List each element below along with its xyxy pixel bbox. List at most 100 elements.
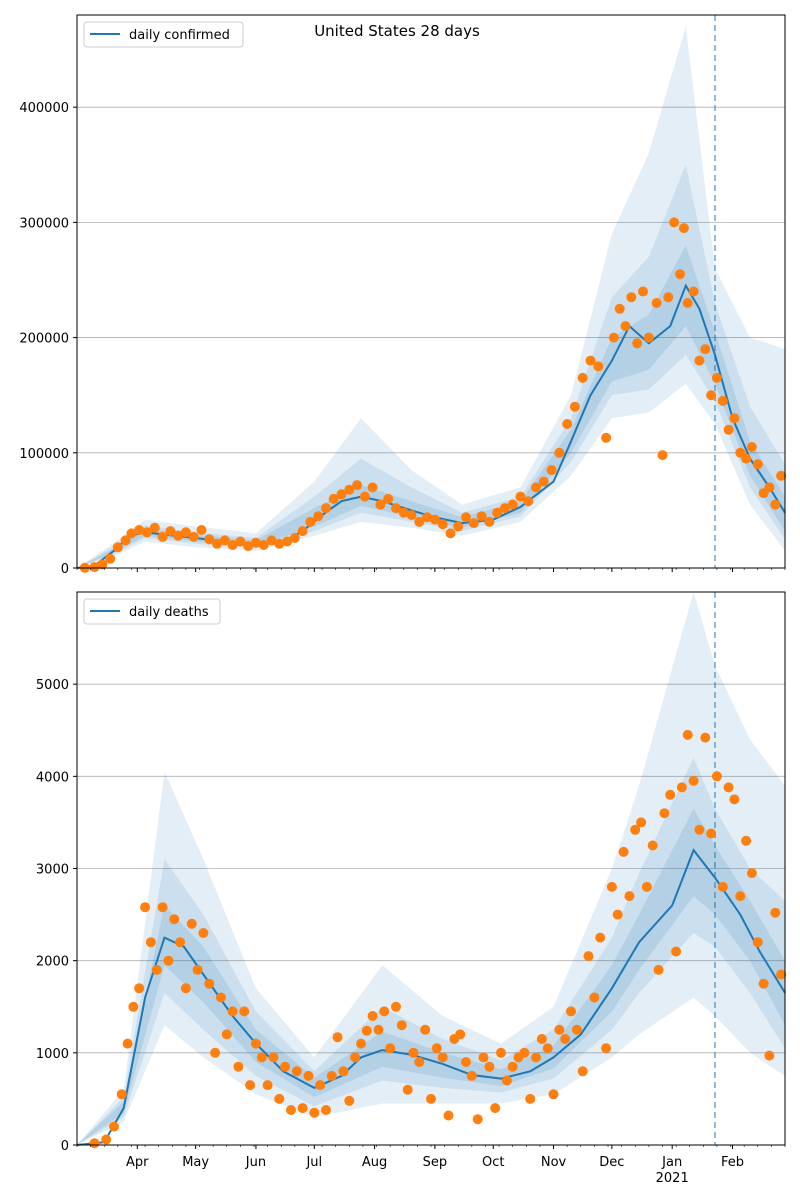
deaths-observed-point xyxy=(379,1006,390,1017)
confirmed-observed-point xyxy=(375,499,386,510)
deaths-xtick-label-7: Nov xyxy=(541,1155,567,1170)
confirmed-observed-point xyxy=(562,419,573,429)
confirmed-observed-point xyxy=(305,516,316,527)
deaths-ytick-label-5: 5000 xyxy=(36,678,69,693)
deaths-legend: daily deaths xyxy=(83,598,221,625)
confirmed-observed-point xyxy=(126,528,137,539)
confirmed-observed-point xyxy=(593,361,604,372)
deaths-observed-point xyxy=(250,1038,261,1049)
confirmed-ytick-label-3: 300000 xyxy=(19,216,69,231)
deaths-observed-point xyxy=(192,964,203,975)
deaths-observed-point xyxy=(682,729,693,740)
deaths-observed-point xyxy=(554,1024,565,1035)
confirmed-observed-point xyxy=(461,512,471,523)
deaths-observed-point xyxy=(548,1089,559,1100)
confirmed-observed-point xyxy=(643,332,654,343)
confirmed-observed-point xyxy=(651,298,662,308)
deaths-band-outer xyxy=(77,592,785,1145)
confirmed-observed-point xyxy=(188,531,199,542)
confirmed-observed-point xyxy=(297,526,308,537)
deaths-legend-label: daily deaths xyxy=(129,605,209,620)
confirmed-observed-point xyxy=(359,491,370,502)
deaths-band-inner xyxy=(77,808,785,1145)
deaths-observed-point xyxy=(109,1121,119,1132)
deaths-ytick-label-1: 1000 xyxy=(36,1047,69,1062)
confirmed-observed-point xyxy=(669,217,680,228)
confirmed-observed-point xyxy=(250,537,261,548)
deaths-observed-point xyxy=(280,1061,291,1072)
deaths-ytick-label-3: 3000 xyxy=(36,863,69,878)
confirmed-observed-point xyxy=(219,535,230,546)
deaths-observed-point xyxy=(396,1020,407,1031)
confirmed-observed-point xyxy=(429,514,440,525)
confirmed-observed-point xyxy=(531,482,541,493)
confirmed-observed-point xyxy=(398,507,409,518)
confirmed-observed-point xyxy=(476,511,487,522)
deaths-observed-point xyxy=(239,1006,250,1017)
deaths-observed-point xyxy=(641,881,652,892)
deaths-ytick-label-0: 0 xyxy=(61,1139,69,1154)
deaths-x-ticks: Apr May Jun Jul Aug Sep Oct Nov Dec Jan Feb 2021 xyxy=(76,1145,786,1186)
deaths-observed-point xyxy=(647,840,658,851)
confirmed-observed-point xyxy=(688,286,699,297)
deaths-xtick-label-2: Jun xyxy=(245,1155,266,1170)
deaths-observed-point xyxy=(700,732,711,743)
confirmed-observed-point xyxy=(180,527,191,538)
confirmed-observed-point xyxy=(608,332,619,343)
deaths-observed-point xyxy=(89,1138,100,1149)
deaths-observed-point xyxy=(391,1001,401,1012)
deaths-observed-point xyxy=(595,932,606,943)
confirmed-observed-point xyxy=(675,269,685,280)
confirmed-observed-point xyxy=(746,442,757,452)
deaths-xtick-label-5: Sep xyxy=(423,1155,448,1170)
deaths-observed-point xyxy=(134,983,145,994)
confirmed-observed-point xyxy=(112,542,123,553)
confirmed-ytick-label-4: 400000 xyxy=(19,101,69,116)
confirmed-observed-point xyxy=(752,459,763,470)
deaths-observed-points xyxy=(89,729,787,1149)
deaths-observed-point xyxy=(490,1103,501,1114)
confirmed-observed-point xyxy=(663,292,674,303)
confirmed-observed-point xyxy=(142,527,152,538)
confirmed-observed-point xyxy=(638,286,648,297)
confirmed-observed-point xyxy=(657,450,668,461)
confirmed-observed-point xyxy=(741,453,752,464)
deaths-observed-point xyxy=(128,1001,139,1012)
confirmed-legend-box xyxy=(83,21,244,48)
confirmed-observed-point xyxy=(546,465,557,476)
deaths-observed-point xyxy=(326,1070,337,1081)
deaths-observed-point xyxy=(764,1050,775,1061)
confirmed-observed-point xyxy=(414,516,425,527)
deaths-observed-point xyxy=(408,1047,419,1058)
confirmed-y-ticks: 0 100000 200000 300000 400000 xyxy=(19,101,77,577)
confirmed-observed-point xyxy=(196,525,207,535)
deaths-observed-point xyxy=(356,1038,366,1049)
confirmed-observed-point xyxy=(601,432,612,443)
deaths-observed-point xyxy=(531,1052,541,1063)
deaths-observed-point xyxy=(245,1080,256,1091)
deaths-observed-point xyxy=(297,1103,308,1114)
deaths-observed-point xyxy=(210,1047,221,1058)
deaths-observed-point xyxy=(624,891,635,902)
deaths-observed-point xyxy=(758,978,769,989)
deaths-observed-point xyxy=(630,824,641,835)
deaths-observed-point xyxy=(472,1114,483,1125)
deaths-observed-point xyxy=(350,1052,361,1063)
confirmed-observed-point xyxy=(120,535,131,546)
deaths-observed-point xyxy=(443,1110,454,1121)
deaths-ytick-label-2: 2000 xyxy=(36,955,69,970)
confirmed-observed-point xyxy=(149,522,160,533)
confirmed-observed-point xyxy=(258,540,269,550)
confirmed-ytick-label-0: 0 xyxy=(61,562,69,577)
deaths-observed-point xyxy=(671,946,682,957)
confirmed-observed-point xyxy=(212,538,222,549)
confirmed-observed-point xyxy=(165,526,176,537)
confirmed-legend-label: daily confirmed xyxy=(129,28,230,43)
deaths-observed-point xyxy=(286,1105,296,1115)
deaths-observed-point xyxy=(163,955,174,966)
deaths-observed-point xyxy=(315,1080,326,1091)
deaths-observed-point xyxy=(711,771,722,782)
deaths-observed-point xyxy=(478,1052,489,1063)
deaths-bands xyxy=(77,592,785,1145)
confirmed-observed-point xyxy=(453,521,464,532)
